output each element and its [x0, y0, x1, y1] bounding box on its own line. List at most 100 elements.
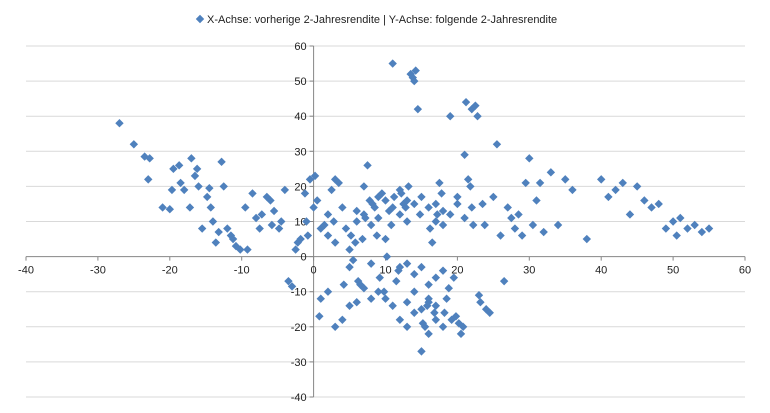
data-point-30 [236, 245, 245, 254]
data-point-157 [532, 196, 541, 205]
data-point-98 [401, 203, 410, 212]
data-point-139 [474, 291, 484, 300]
x-tick-label-1: -30 [90, 265, 106, 277]
data-point-127 [453, 192, 462, 202]
data-point-174 [661, 224, 671, 233]
data-point-171 [640, 196, 649, 205]
data-point-224 [352, 298, 361, 307]
data-point-12 [185, 203, 195, 212]
data-point-228 [345, 301, 354, 310]
data-point-226 [330, 322, 340, 331]
data-point-22 [211, 238, 221, 247]
data-point-103 [410, 76, 419, 86]
data-point-176 [672, 231, 681, 240]
data-point-120 [440, 308, 449, 317]
data-point-105 [413, 104, 423, 114]
data-point-218 [410, 308, 419, 317]
data-point-60 [327, 185, 336, 195]
data-point-15 [192, 164, 202, 174]
data-point-138 [473, 112, 482, 121]
data-point-106 [415, 210, 425, 219]
data-point-86 [379, 287, 389, 296]
data-point-93 [392, 276, 401, 286]
data-point-69 [348, 255, 358, 265]
data-point-169 [625, 210, 635, 219]
data-point-113 [428, 238, 437, 247]
data-point-154 [521, 178, 530, 188]
data-point-167 [611, 185, 620, 195]
x-tick-label-10: 60 [739, 265, 751, 277]
y-tick-label-9: 50 [294, 76, 306, 88]
data-point-53 [310, 171, 320, 181]
data-point-184 [330, 238, 340, 247]
data-point-156 [528, 220, 538, 230]
data-point-36 [257, 210, 267, 219]
data-point-209 [438, 266, 448, 275]
data-point-164 [582, 234, 592, 244]
data-point-152 [514, 210, 523, 219]
data-point-61 [329, 217, 338, 226]
data-point-11 [179, 185, 189, 195]
data-point-107 [417, 347, 426, 356]
data-point-92 [389, 192, 399, 202]
data-point-51 [303, 231, 313, 240]
data-point-215 [431, 315, 441, 324]
data-point-148 [499, 276, 509, 286]
x-tick-label-7: 30 [523, 265, 535, 277]
data-point-26 [223, 224, 232, 233]
data-point-31 [241, 203, 250, 212]
data-point-129 [456, 329, 466, 339]
data-point-191 [388, 203, 397, 212]
data-point-42 [277, 217, 286, 226]
data-point-187 [359, 210, 369, 219]
data-point-126 [451, 312, 461, 321]
data-point-10 [176, 178, 185, 188]
data-point-150 [507, 213, 516, 223]
data-point-34 [251, 213, 261, 223]
data-point-63 [334, 178, 343, 188]
data-point-193 [402, 217, 412, 226]
data-point-168 [618, 178, 627, 188]
data-point-144 [485, 308, 494, 317]
data-point-183 [323, 231, 333, 240]
y-tick-label-3: -10 [291, 287, 307, 299]
data-point-114 [430, 308, 439, 317]
data-point-170 [632, 182, 642, 191]
data-point-41 [274, 224, 284, 233]
data-point-87 [381, 234, 390, 244]
x-tick-label-9: 50 [667, 265, 679, 277]
data-point-52 [305, 175, 315, 184]
data-point-195 [417, 192, 426, 202]
data-point-55 [312, 196, 322, 205]
data-point-202 [467, 203, 476, 212]
data-point-162 [561, 175, 570, 184]
data-point-194 [410, 199, 419, 209]
data-point-210 [410, 287, 419, 296]
data-point-70 [351, 238, 360, 247]
data-point-206 [417, 262, 426, 272]
data-point-147 [496, 231, 505, 240]
data-point-173 [654, 199, 663, 209]
legend: X-Achse: vorherige 2-Jahresrendite | Y-A… [195, 14, 557, 26]
data-point-32 [243, 245, 252, 254]
data-point-178 [683, 224, 692, 233]
data-point-44 [284, 276, 293, 286]
data-point-17 [197, 224, 207, 233]
data-point-141 [478, 199, 487, 209]
data-point-227 [323, 287, 333, 296]
x-tick-label-5: 10 [379, 265, 391, 277]
data-point-0 [115, 119, 124, 128]
data-point-229 [359, 283, 369, 293]
data-point-35 [255, 224, 264, 233]
data-point-28 [228, 234, 238, 244]
data-point-48 [296, 234, 305, 244]
data-point-85 [377, 189, 387, 198]
data-point-1 [129, 140, 139, 149]
data-point-68 [346, 231, 356, 240]
data-point-155 [525, 154, 534, 163]
data-point-20 [206, 203, 215, 212]
data-point-207 [424, 280, 433, 289]
data-point-6 [165, 205, 174, 214]
x-tick-label-4: 0 [311, 265, 317, 277]
data-point-182 [316, 224, 325, 233]
